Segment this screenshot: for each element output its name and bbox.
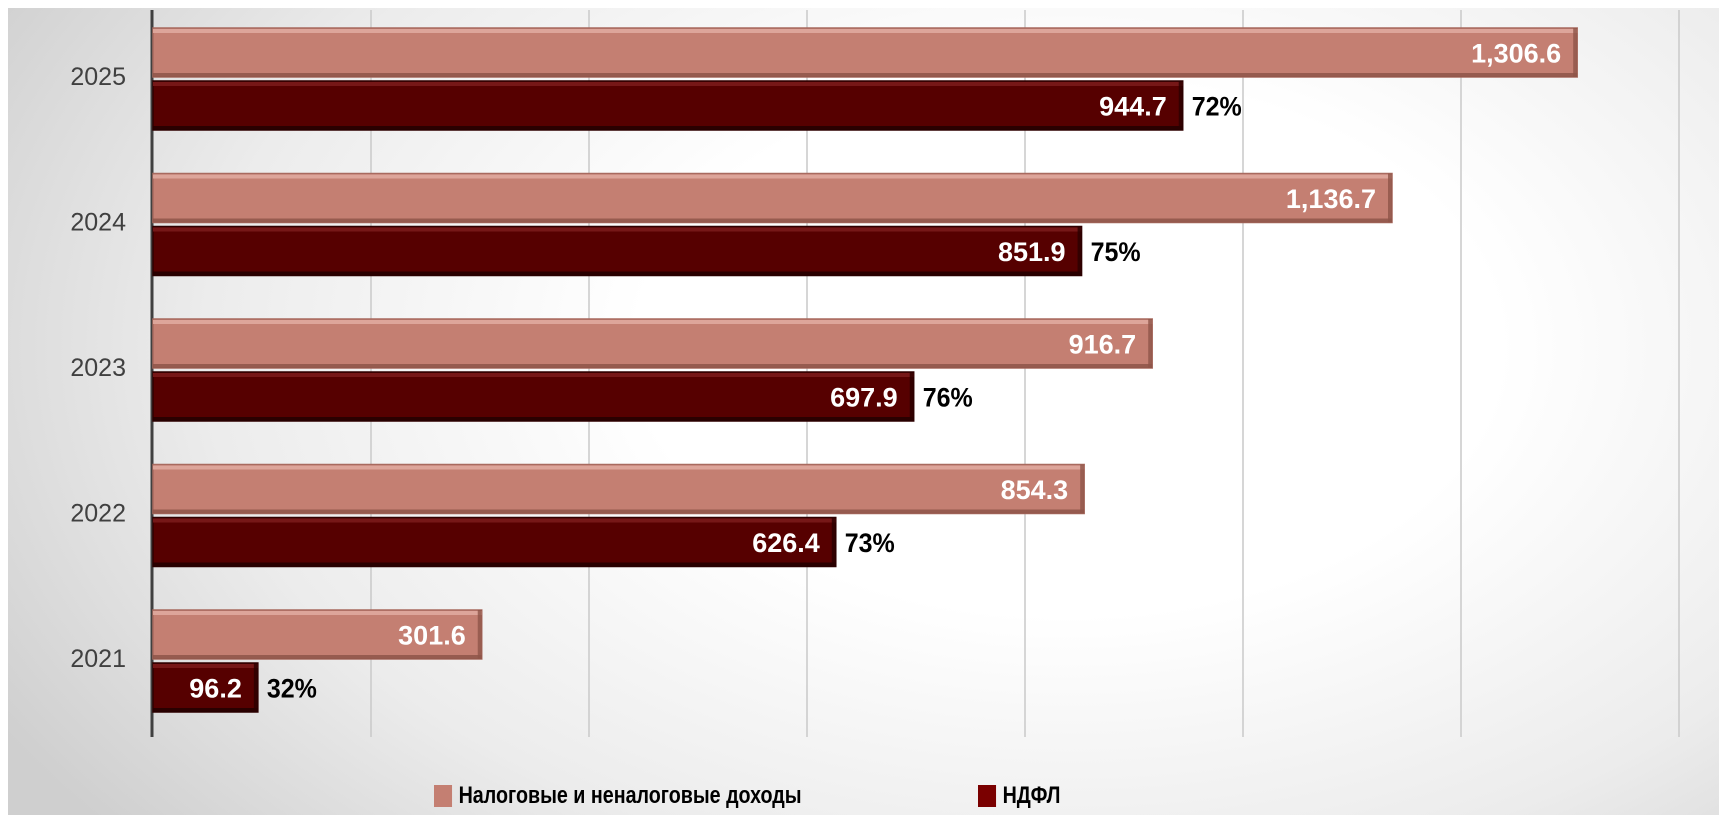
category-label: 2021 <box>70 645 126 673</box>
bar-bevel-top <box>153 82 1183 86</box>
bar-bevel-right <box>477 610 482 659</box>
value-label-revenue: 301.6 <box>398 621 466 651</box>
legend-label-revenue: Налоговые и неналоговые доходы <box>458 782 802 809</box>
value-label-revenue: 916.7 <box>1069 330 1137 360</box>
category-label: 2024 <box>70 209 126 237</box>
bar-bevel-top <box>153 518 836 523</box>
bar-bevel-bottom <box>153 655 482 659</box>
value-label-ndfl: 96.2 <box>189 674 242 704</box>
bar-bevel-top <box>153 227 1082 232</box>
share-label: 73% <box>845 528 895 558</box>
legend-swatch-ndfl <box>978 785 997 807</box>
bar-bevel-bottom <box>153 73 1578 77</box>
share-label: 75% <box>1091 237 1141 267</box>
bar-bevel-right <box>1148 319 1153 368</box>
value-label-revenue: 1,306.6 <box>1471 39 1561 69</box>
bar-revenue <box>152 609 483 660</box>
bar-bevel-bottom <box>153 271 1082 276</box>
bar-bevel-right <box>1573 28 1578 77</box>
bar-bevel-right <box>1080 464 1085 514</box>
bar-ndfl <box>152 225 1083 277</box>
bar-ndfl <box>152 371 915 422</box>
value-label-ndfl: 626.4 <box>752 528 820 558</box>
bar-bevel-right <box>1388 173 1393 223</box>
category-label: 2025 <box>70 63 126 91</box>
bar-bevel-bottom <box>153 562 836 567</box>
bar-bevel-bottom <box>153 126 1183 130</box>
bar-revenue <box>152 463 1085 515</box>
bar-bevel-right <box>831 517 836 567</box>
share-label: 72% <box>1192 92 1242 122</box>
bar-bevel-right <box>1178 81 1183 130</box>
bar-bevel-bottom <box>153 708 258 712</box>
category-label: 2023 <box>70 354 126 382</box>
value-label-revenue: 1,136.7 <box>1286 184 1376 214</box>
value-label-ndfl: 944.7 <box>1099 92 1167 122</box>
bar-bevel-top <box>153 373 914 377</box>
legend-item-revenue: Налоговые и неналоговые доходы <box>434 782 802 810</box>
legend-label-ndfl: НДФЛ <box>1002 782 1061 809</box>
category-label: 2022 <box>70 500 126 528</box>
bar-ndfl <box>152 80 1184 131</box>
value-label-ndfl: 697.9 <box>830 383 898 413</box>
bar-revenue <box>152 27 1578 78</box>
bar-bevel-top <box>153 174 1393 179</box>
value-label-revenue: 854.3 <box>1001 475 1069 505</box>
bar-bevel-top <box>153 664 258 668</box>
bar-ndfl <box>152 516 837 568</box>
bar-bevel-right <box>909 372 914 421</box>
bar-revenue <box>152 318 1153 369</box>
legend-swatch-revenue <box>434 785 453 807</box>
bar-bevel-bottom <box>153 417 914 421</box>
share-label: 32% <box>267 674 317 704</box>
legend-item-ndfl: НДФЛ <box>978 782 1060 810</box>
bar-bevel-top <box>153 320 1153 324</box>
value-label-ndfl: 851.9 <box>998 237 1066 267</box>
bar-bevel-bottom <box>153 509 1085 514</box>
bar-bevel-top <box>153 29 1578 33</box>
bar-bevel-bottom <box>153 364 1153 368</box>
bar-ndfl <box>152 662 259 713</box>
bar-bevel-right <box>253 663 258 712</box>
share-label: 76% <box>923 383 973 413</box>
bar-bevel-top <box>153 465 1085 470</box>
bar-bevel-bottom <box>153 218 1393 223</box>
bar-revenue <box>152 172 1393 224</box>
bar-bevel-right <box>1077 226 1082 276</box>
bar-bevel-top <box>153 611 482 615</box>
